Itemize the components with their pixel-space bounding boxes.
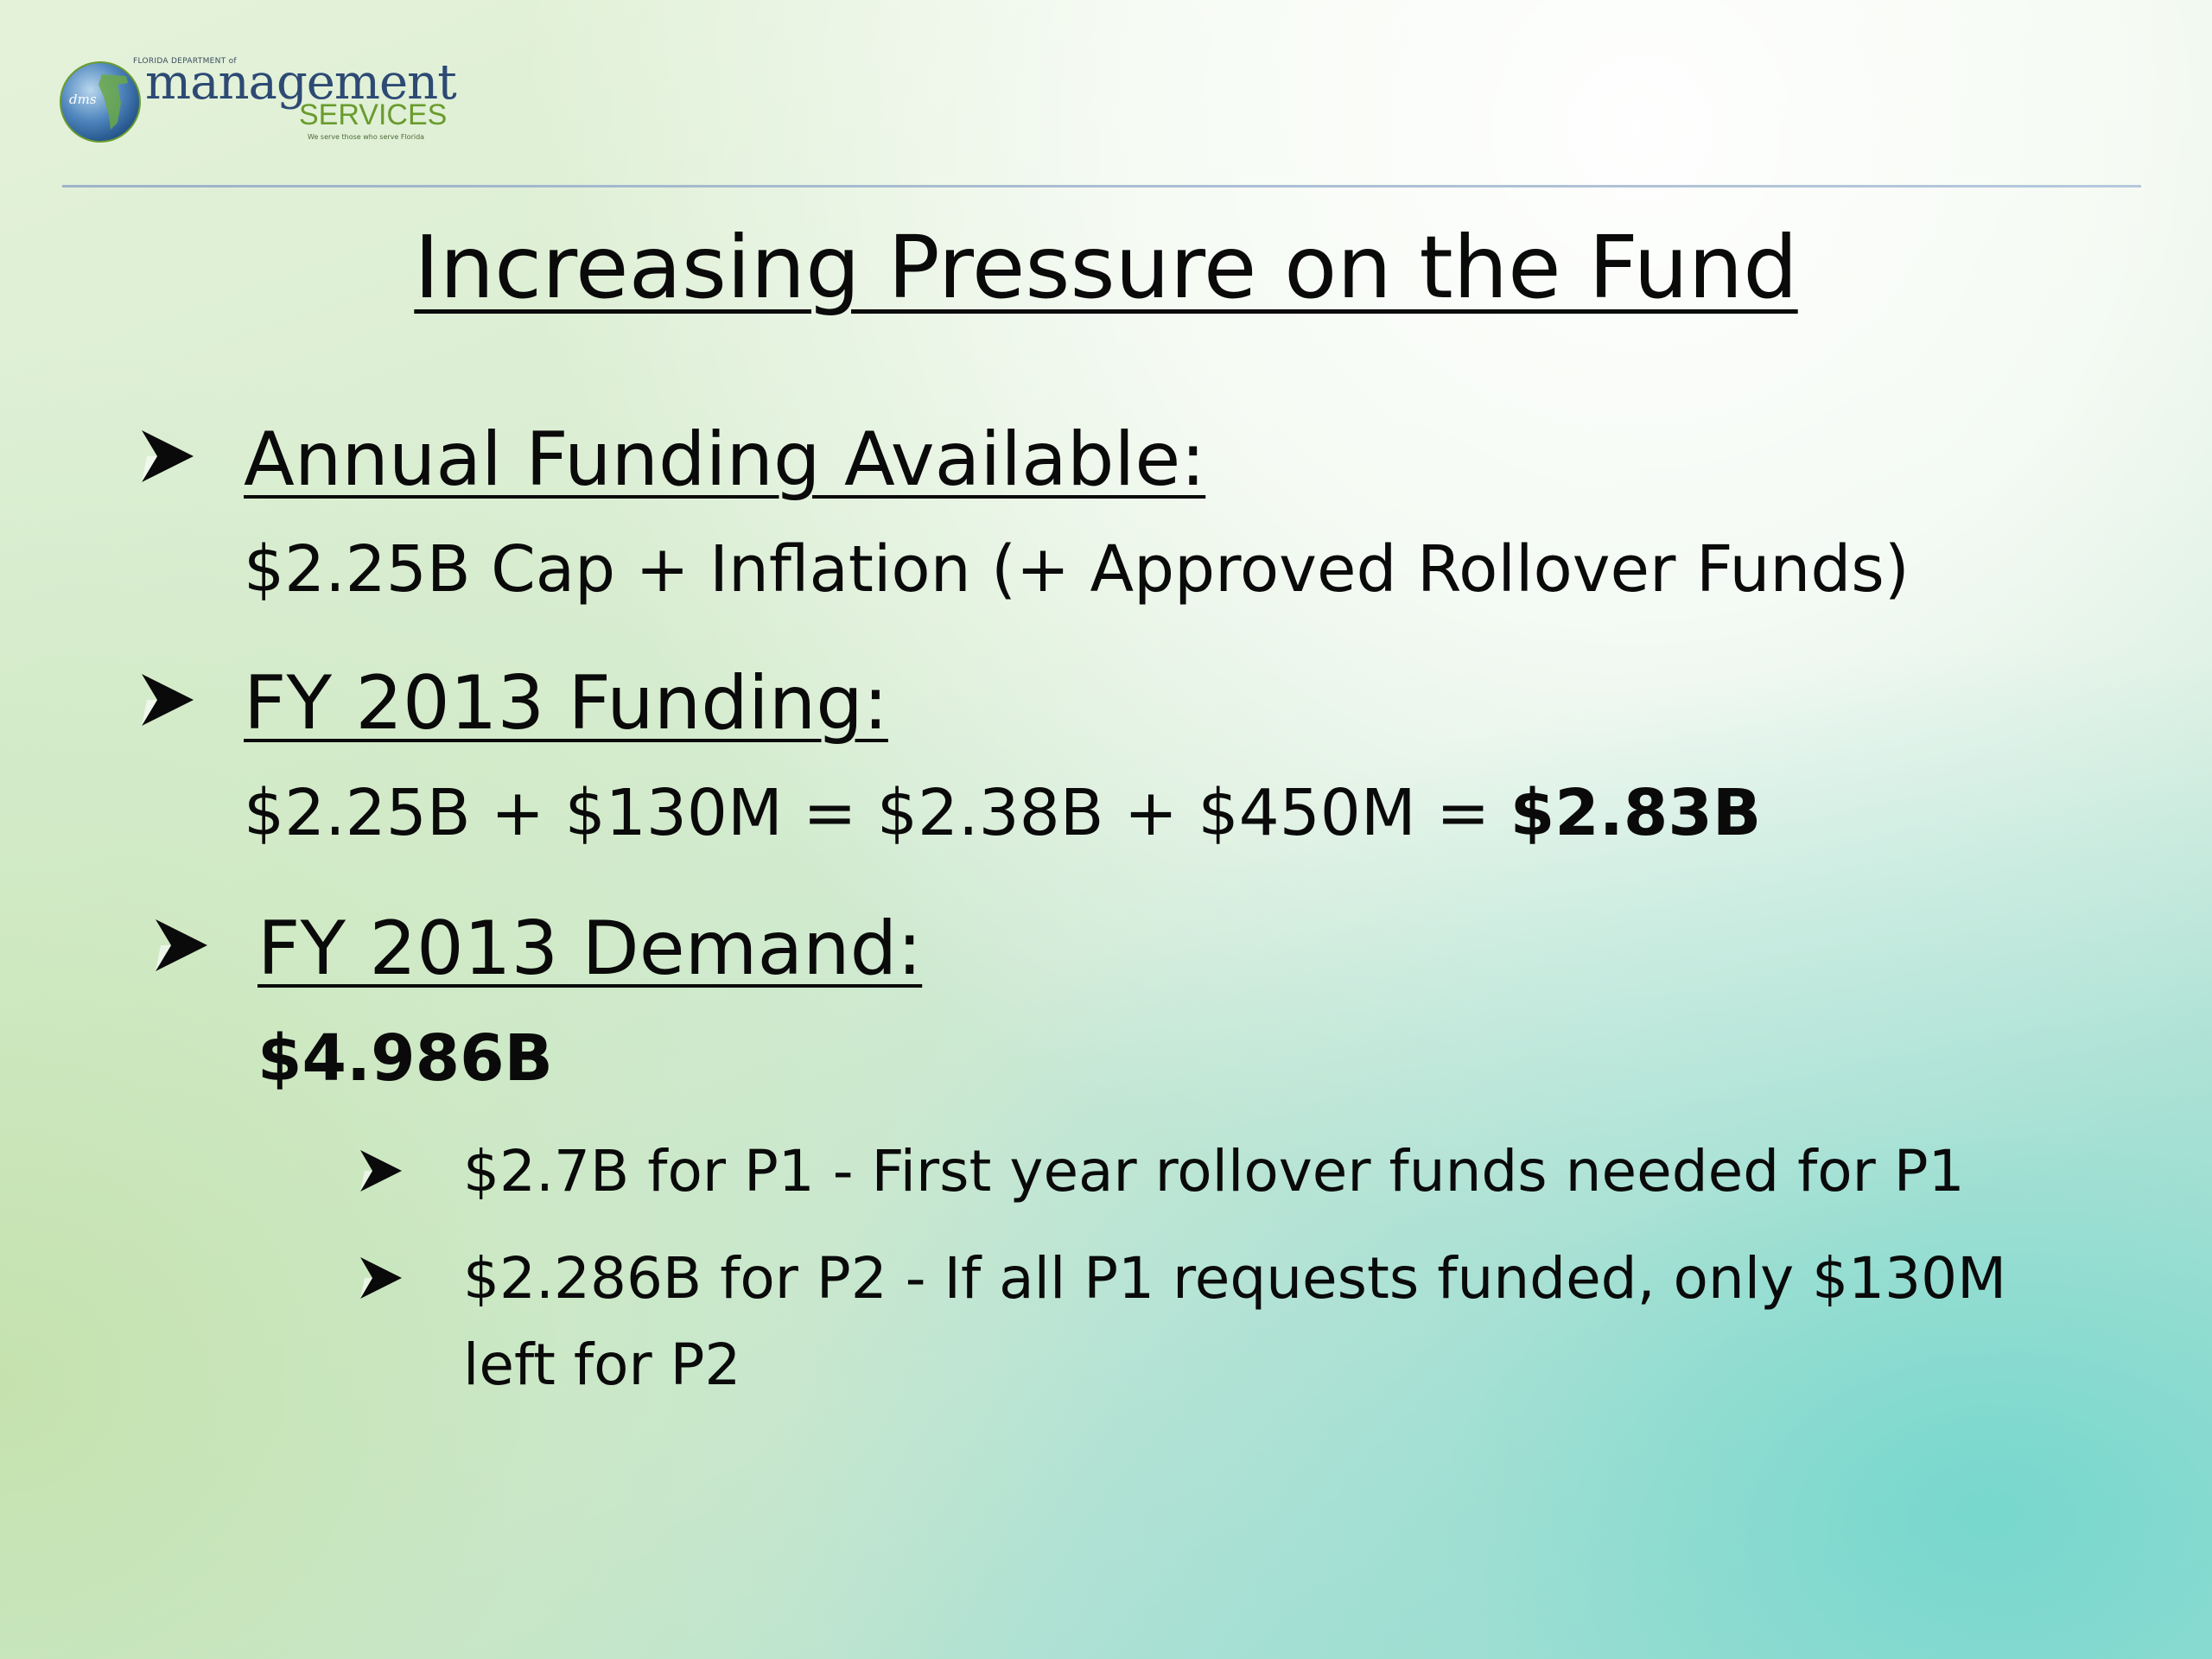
slide-title: Increasing Pressure on the Fund <box>0 216 2212 320</box>
arrowhead-bullet-icon <box>360 1257 402 1299</box>
logo-services-text: SERVICES <box>299 99 448 131</box>
demand-total: $4.986B <box>257 1021 553 1096</box>
funding-total: $2.83B <box>1510 776 1762 850</box>
sub-bullet-p2-continued: left for P2 <box>463 1332 741 1398</box>
arrowhead-bullet-icon <box>142 674 194 726</box>
logo-management-text: management <box>145 54 457 111</box>
bullet-body-fy2013-funding: $2.25B + $130M = $2.38B + $450M = $2.83B <box>244 774 1761 852</box>
funding-equation: $2.25B + $130M = $2.38B + $450M = <box>244 776 1510 850</box>
arrowhead-bullet-icon <box>156 919 207 971</box>
bullet-body-annual-funding: $2.25B Cap + Inflation (+ Approved Rollo… <box>244 532 1910 607</box>
arrowhead-bullet-icon <box>360 1150 402 1192</box>
bullet-heading-annual-funding: Annual Funding Available: <box>244 416 1206 503</box>
florida-globe-icon <box>60 61 141 143</box>
arrowhead-bullet-icon <box>142 430 194 482</box>
bullet-heading-fy2013-demand: FY 2013 Demand: <box>257 906 923 992</box>
sub-bullet-p2: $2.286B for P2 - If all P1 requests fund… <box>463 1245 2007 1312</box>
slide-title-text: Increasing Pressure on the Fund <box>414 217 1798 318</box>
logo-tagline: We serve those who serve Florida <box>308 133 425 141</box>
logo-globe-text: dms <box>69 92 97 107</box>
sub-bullet-p1: $2.7B for P1 - First year rollover funds… <box>463 1138 1965 1205</box>
logo-department-text: FLORIDA DEPARTMENT of <box>133 57 237 66</box>
dms-logo: dms FLORIDA DEPARTMENT of management SER… <box>57 54 489 149</box>
bullet-heading-fy2013-funding: FY 2013 Funding: <box>244 660 888 747</box>
header-divider <box>62 185 2141 188</box>
